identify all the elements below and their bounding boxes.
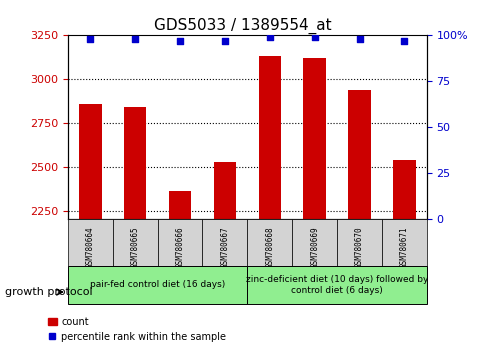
- Bar: [393, 160, 415, 219]
- FancyBboxPatch shape: [381, 219, 426, 266]
- Bar: [79, 104, 101, 219]
- Point: [176, 38, 183, 44]
- FancyBboxPatch shape: [112, 219, 157, 266]
- Bar: [213, 162, 236, 219]
- Point: [355, 36, 363, 42]
- Point: [265, 34, 273, 40]
- Bar: [348, 90, 370, 219]
- FancyBboxPatch shape: [291, 219, 336, 266]
- FancyBboxPatch shape: [68, 219, 112, 266]
- Text: GSM780665: GSM780665: [130, 227, 139, 268]
- Text: GSM780671: GSM780671: [399, 227, 408, 268]
- FancyBboxPatch shape: [336, 219, 381, 266]
- Bar: [168, 192, 191, 219]
- FancyBboxPatch shape: [247, 266, 426, 304]
- Point: [221, 38, 228, 44]
- FancyBboxPatch shape: [202, 219, 247, 266]
- Point: [131, 36, 139, 42]
- Text: GDS5033 / 1389554_at: GDS5033 / 1389554_at: [153, 18, 331, 34]
- Text: GSM780670: GSM780670: [354, 227, 363, 268]
- Point: [400, 38, 408, 44]
- Text: GSM780664: GSM780664: [86, 227, 95, 268]
- Text: pair-fed control diet (16 days): pair-fed control diet (16 days): [90, 280, 225, 290]
- Point: [310, 34, 318, 40]
- Legend: count, percentile rank within the sample: count, percentile rank within the sample: [44, 313, 229, 346]
- FancyBboxPatch shape: [247, 219, 291, 266]
- Bar: [303, 58, 325, 219]
- FancyBboxPatch shape: [157, 219, 202, 266]
- Text: GSM780667: GSM780667: [220, 227, 229, 268]
- Text: GSM780668: GSM780668: [265, 227, 274, 268]
- Bar: [258, 56, 280, 219]
- FancyBboxPatch shape: [68, 266, 247, 304]
- Text: zinc-deficient diet (10 days) followed by
control diet (6 days): zinc-deficient diet (10 days) followed b…: [245, 275, 427, 295]
- Text: GSM780669: GSM780669: [309, 227, 318, 268]
- Text: growth protocol: growth protocol: [5, 287, 92, 297]
- Text: GSM780666: GSM780666: [175, 227, 184, 268]
- Bar: [124, 107, 146, 219]
- Point: [86, 36, 94, 42]
